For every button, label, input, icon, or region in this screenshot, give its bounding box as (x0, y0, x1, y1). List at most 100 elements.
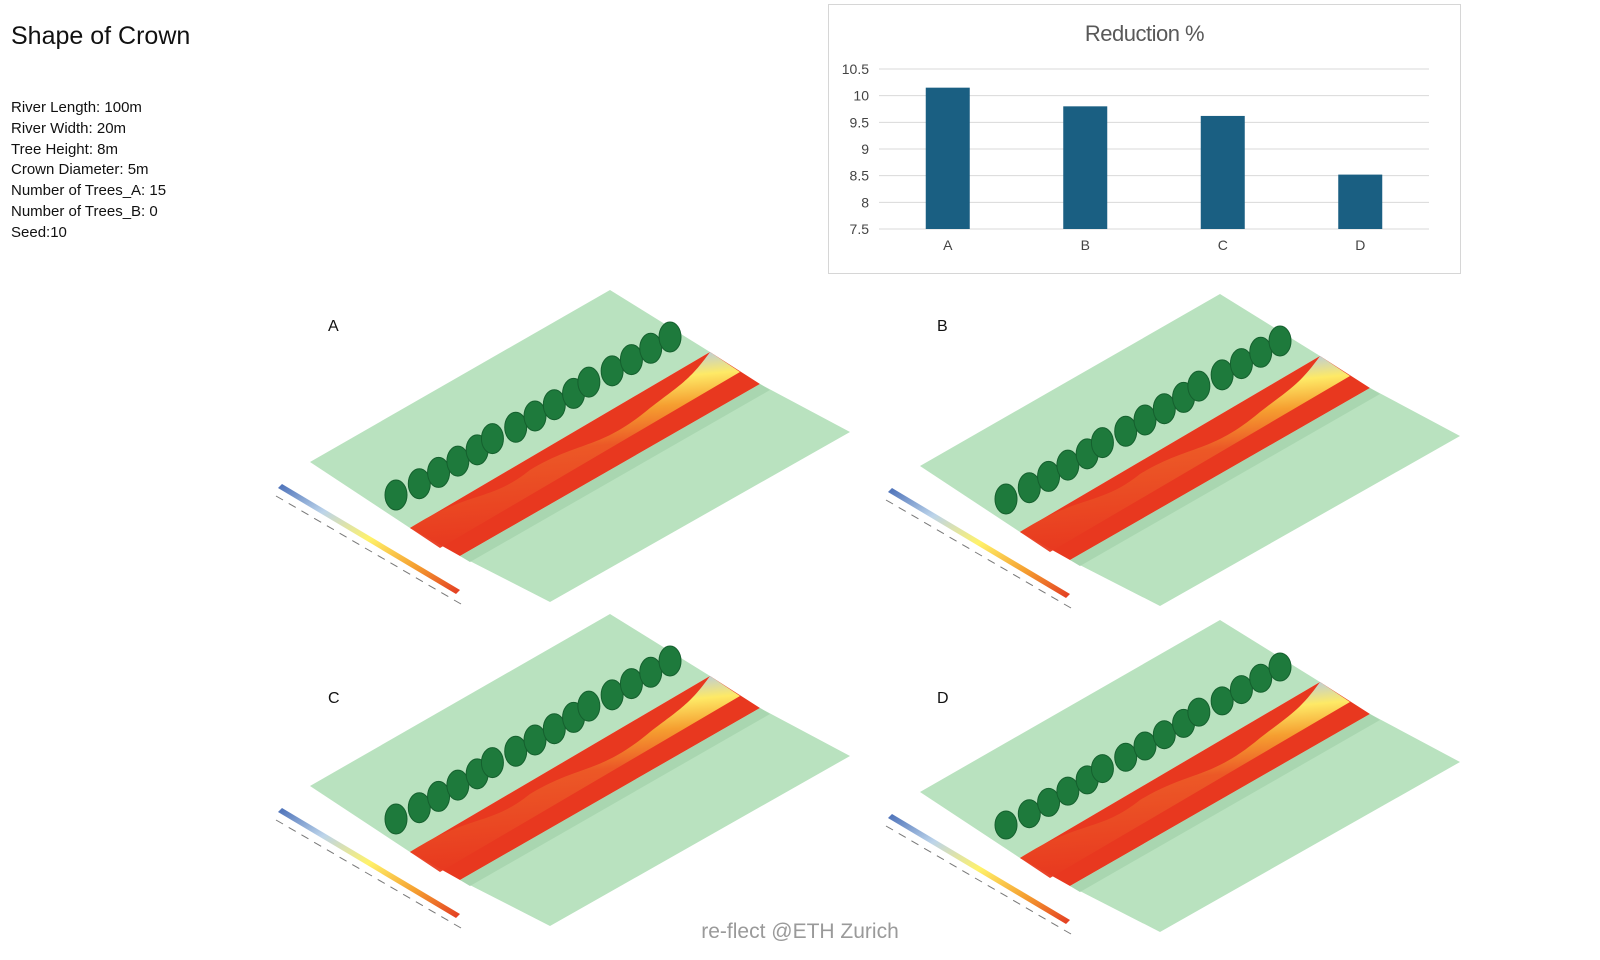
near-bank (1070, 714, 1460, 932)
color-scale-tick (275, 819, 284, 825)
bar-a (925, 87, 970, 230)
tree-row (994, 652, 1292, 840)
color-scale-tick (885, 825, 894, 831)
param-crown-diameter: Crown Diameter: 5m (11, 161, 149, 179)
tree-crown-icon (1249, 336, 1273, 368)
watermark: re-flect @ETH Zurich (701, 920, 899, 943)
color-scale-tick (364, 871, 373, 877)
tree-crown-icon (446, 769, 470, 801)
color-scale-tick (1063, 603, 1072, 609)
tree-crown-icon (427, 456, 451, 488)
near-bank (460, 384, 850, 602)
color-scale-tick (1063, 929, 1072, 935)
tree-crown-icon (1268, 652, 1292, 682)
far-bank (310, 290, 710, 528)
color-scale-tick (339, 532, 347, 538)
tree-crown-icon (504, 411, 528, 443)
tree-crown-icon (1056, 776, 1080, 806)
tree-crown-icon (600, 355, 624, 387)
color-scale-tick (288, 502, 296, 508)
tree-crown-icon (1229, 675, 1253, 705)
color-scale-tick (1012, 899, 1021, 905)
tree-crown-icon (1017, 799, 1041, 829)
color-scale-bar (888, 488, 1070, 598)
color-scale-tick (453, 599, 462, 605)
tree-crown-icon (639, 656, 663, 688)
tree-crown-icon (384, 479, 408, 511)
tree-crown-icon (619, 668, 643, 700)
parameter-list: River Length: 100m River Width: 20m Tree… (11, 98, 166, 244)
panel-label-c: C (328, 690, 340, 707)
color-scale-tick (415, 577, 424, 583)
color-scale-tick (301, 510, 309, 516)
color-scale-tick (1038, 588, 1046, 594)
color-scale-tick (326, 849, 335, 855)
param-trees-b: Number of Trees_B: 0 (11, 202, 158, 220)
color-scale-tick (1051, 596, 1059, 602)
color-scale-tick (1000, 566, 1008, 572)
color-scale-bar (278, 484, 460, 594)
tree-crown-icon (542, 713, 566, 745)
far-bank (310, 614, 710, 852)
bar-d (1338, 174, 1383, 229)
tree-crown-icon (994, 810, 1018, 840)
y-tick-label: 10 (853, 88, 869, 104)
simulation-panel-c (275, 614, 850, 929)
tree-crown-icon (1114, 415, 1138, 447)
near-bank (1070, 388, 1460, 606)
far-bank (920, 620, 1320, 858)
color-scale-tick (1025, 907, 1034, 913)
x-tick-label: A (943, 237, 953, 253)
bar-b (1063, 106, 1108, 229)
tree-crown-icon (542, 389, 566, 421)
color-scale-tick (987, 884, 995, 890)
tree-crown-icon (1249, 663, 1273, 693)
param-river-length: River Length: 100m (11, 99, 142, 116)
color-scale-tick (1025, 581, 1034, 587)
tree-crown-icon (1152, 720, 1176, 750)
tree-crown-icon (577, 690, 601, 722)
tree-crown-icon (523, 724, 547, 756)
river-bank-edge (1070, 388, 1380, 566)
color-scale-tick (441, 592, 449, 598)
tree-crown-icon (1187, 370, 1211, 402)
tree-crown-icon (994, 483, 1018, 515)
param-river-width: River Width: 20m (11, 119, 127, 137)
x-tick-label: D (1355, 237, 1365, 253)
color-scale-bar (278, 808, 460, 918)
tree-crown-icon (1090, 427, 1114, 459)
x-tick-label: B (1081, 237, 1090, 253)
color-scale-tick (923, 847, 932, 853)
x-tick-label: C (1218, 237, 1228, 253)
panel-label-b: B (937, 318, 948, 335)
tree-crown-icon (639, 332, 663, 364)
color-scale-tick (949, 536, 957, 542)
y-tick-label: 9 (861, 141, 869, 157)
color-scale-tick (402, 569, 411, 575)
tree-crown-icon (523, 400, 547, 432)
simulation-panel-b (885, 294, 1460, 609)
tree-crown-icon (619, 344, 643, 376)
tree-crown-icon (1114, 742, 1138, 772)
tree-crown-icon (427, 780, 451, 812)
tree-crown-icon (1133, 404, 1157, 436)
color-scale-tick (1012, 573, 1021, 579)
color-scale-tick (275, 495, 284, 501)
tree-crown-icon (446, 445, 470, 477)
panel-label-d: D (937, 690, 949, 707)
color-scale-tick (936, 529, 945, 535)
color-scale-tick (949, 862, 957, 868)
river-bank-edge (460, 384, 770, 562)
color-scale-tick (936, 855, 945, 861)
tree-crown-icon (407, 792, 431, 824)
color-scale-tick (441, 916, 449, 922)
color-scale-legend (885, 814, 1072, 935)
near-bank (460, 708, 850, 926)
param-tree-height: Tree Height: 8m (11, 140, 118, 158)
tree-crown-icon (577, 366, 601, 398)
tree-crown-icon (1152, 393, 1176, 425)
color-scale-tick (974, 877, 983, 883)
color-scale-tick (377, 554, 385, 560)
tree-crown-icon (658, 321, 682, 353)
tree-row (994, 325, 1292, 515)
